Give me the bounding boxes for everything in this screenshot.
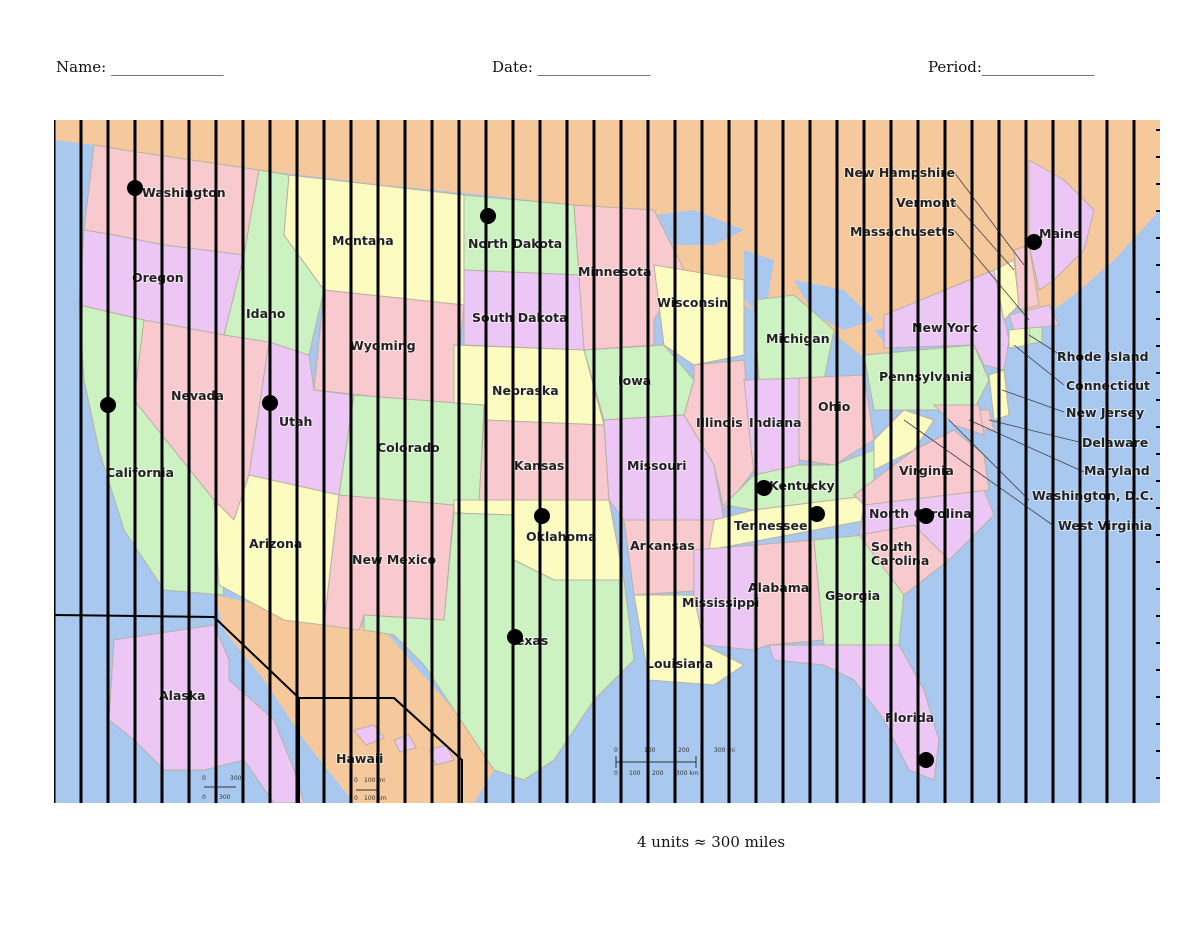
svg-text:200: 200	[652, 770, 664, 777]
state-michigan	[753, 294, 835, 381]
label-ohio: Ohio	[818, 399, 851, 414]
svg-text:100: 100	[644, 747, 656, 754]
state-maine	[1028, 159, 1095, 291]
date-field: Date: _______________	[492, 58, 651, 76]
canada-land	[54, 120, 1160, 365]
svg-text:0: 0	[202, 794, 206, 801]
name-field: Name: _______________	[56, 58, 224, 76]
label-washington: Washington	[142, 185, 226, 200]
label-alaska: Alaska	[159, 688, 206, 703]
svg-text:0: 0	[202, 775, 206, 782]
svg-text:300: 300	[230, 775, 242, 782]
great-lakes	[614, 210, 989, 355]
label-massachusetts: Massachusetts	[850, 224, 955, 239]
label-nevada: Nevada	[171, 388, 224, 403]
label-indiana: Indiana	[749, 415, 802, 430]
scale-bar-main: 0 100 200 300 mi 0 100 200 300 km	[614, 747, 735, 777]
state-alabama	[753, 539, 825, 651]
label-illinois: Illinois	[696, 415, 743, 430]
label-vermont: Vermont	[896, 195, 956, 210]
label-arkansas: Arkansas	[630, 538, 695, 553]
svg-text:0: 0	[614, 747, 618, 754]
state-massachusetts	[1008, 304, 1060, 331]
label-idaho: Idaho	[246, 306, 286, 321]
label-arizona: Arizona	[249, 536, 302, 551]
label-south-carolina-2: Carolina	[871, 553, 929, 568]
label-tennessee: Tennessee	[734, 518, 807, 533]
state-minnesota	[573, 204, 685, 351]
label-california: California	[106, 465, 174, 480]
scale-bar-alaska: 0 300 0 300	[202, 775, 242, 801]
label-pennsylvania: Pennsylvania	[879, 369, 973, 384]
label-wisconsin: Wisconsin	[657, 295, 728, 310]
point-north-carolina	[918, 508, 934, 524]
svg-text:0: 0	[614, 770, 618, 777]
label-missouri: Missouri	[627, 458, 687, 473]
period-field: Period:_______________	[928, 58, 1095, 76]
svg-text:300: 300	[219, 794, 231, 801]
edge-ticks	[1156, 129, 1160, 779]
point-north-dakota	[480, 208, 496, 224]
svg-text:0: 0	[354, 795, 358, 802]
state-connecticut	[1008, 327, 1030, 349]
point-oklahoma	[534, 508, 550, 524]
label-new-mexico: New Mexico	[352, 552, 437, 567]
point-tennessee	[809, 506, 825, 522]
point-california	[100, 397, 116, 413]
point-kentucky	[756, 480, 772, 496]
label-north-dakota: North Dakota	[468, 236, 562, 251]
points-layer	[100, 180, 1042, 768]
label-oregon: Oregon	[132, 270, 184, 285]
label-nebraska: Nebraska	[492, 383, 559, 398]
svg-text:300 km: 300 km	[676, 770, 699, 777]
label-virginia: Virginia	[899, 463, 954, 478]
svg-text:300 mi: 300 mi	[714, 747, 735, 754]
state-rhode-island	[1028, 326, 1043, 345]
label-new-hampshire: New Hampshire	[844, 165, 955, 180]
label-mississippi: Mississippi	[682, 595, 759, 610]
state-north-dakota	[463, 194, 580, 276]
state-florida	[768, 644, 940, 781]
label-maine: Maine	[1039, 226, 1082, 241]
point-maine	[1026, 234, 1042, 250]
us-map: Washington Oregon California Idaho Nevad…	[54, 120, 1160, 803]
scale-note: 4 units ≈ 300 miles	[637, 833, 786, 851]
label-delaware: Delaware	[1082, 435, 1148, 450]
svg-text:100: 100	[629, 770, 641, 777]
point-utah	[262, 395, 278, 411]
state-alaska	[108, 624, 305, 803]
label-south-dakota: South Dakota	[472, 310, 568, 325]
point-washington	[127, 180, 143, 196]
svg-text:200: 200	[678, 747, 690, 754]
label-alabama: Alabama	[748, 580, 809, 595]
label-minnesota: Minnesota	[578, 264, 651, 279]
svg-text:0: 0	[354, 777, 358, 784]
label-michigan: Michigan	[766, 331, 830, 346]
label-kentucky: Kentucky	[769, 478, 835, 493]
label-georgia: Georgia	[825, 588, 880, 603]
label-iowa: Iowa	[618, 373, 651, 388]
grid-lines	[54, 120, 1136, 803]
label-maryland: Maryland	[1084, 463, 1150, 478]
label-new-jersey: New Jersey	[1066, 405, 1144, 420]
label-wyoming: Wyoming	[350, 338, 416, 353]
state-pennsylvania	[863, 344, 990, 411]
label-louisiana: Louisiana	[646, 656, 713, 671]
label-west-virginia: West Virginia	[1058, 518, 1152, 533]
scale-bar-hawaii: 0 100 mi 0 100 km	[354, 777, 387, 802]
label-florida: Florida	[885, 710, 934, 725]
label-oklahoma: Oklahoma	[526, 529, 597, 544]
label-montana: Montana	[332, 233, 394, 248]
label-hawaii: Hawaii	[336, 751, 383, 766]
point-texas	[507, 629, 523, 645]
label-washington-dc: Washington, D.C.	[1032, 488, 1154, 503]
point-florida	[918, 752, 934, 768]
label-colorado: Colorado	[377, 440, 440, 455]
svg-text:100 mi: 100 mi	[364, 777, 385, 784]
svg-text:100 km: 100 km	[364, 795, 387, 802]
